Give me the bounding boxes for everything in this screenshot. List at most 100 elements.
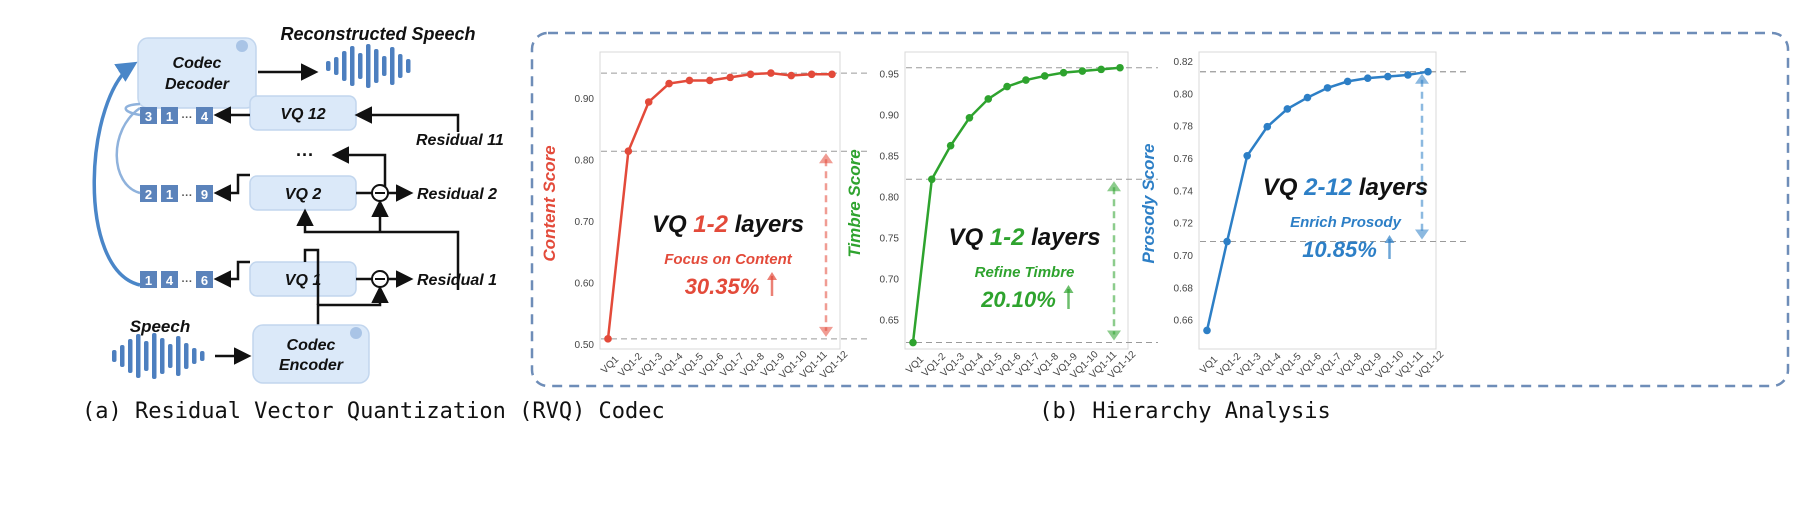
chart-0: 0.500.600.700.800.90VQ1VQ1-2VQ1-3VQ1-4VQ…	[540, 51, 870, 381]
data-point	[1424, 67, 1432, 76]
y-axis-label: Timbre Score	[845, 149, 864, 257]
waveform-bar	[192, 348, 197, 364]
plot-frame	[904, 51, 1129, 350]
token: 9	[201, 187, 208, 202]
waveform-bar	[374, 49, 379, 83]
token-flow-arrow	[92, 61, 141, 287]
annotation-note: Refine Timbre	[975, 264, 1075, 281]
snowflake-icon	[236, 40, 248, 52]
vq12-box: VQ 12	[249, 95, 357, 131]
y-axis-label: Prosody Score	[1139, 144, 1158, 264]
data-point	[1203, 326, 1211, 335]
y-tick-label: 0.90	[575, 94, 595, 105]
annotation-title: VQ 2-12 layers	[1263, 174, 1428, 201]
token-flow-arrow	[115, 106, 141, 195]
waveform-bar	[366, 44, 371, 88]
data-point	[665, 79, 673, 88]
y-axis-label: Content Score	[540, 145, 559, 261]
token: 1	[166, 187, 173, 202]
vq2-label: VQ 2	[285, 186, 322, 203]
vq1-label: VQ 1	[285, 272, 322, 289]
data-point	[1263, 122, 1272, 131]
y-tick-label: 0.76	[1174, 154, 1194, 165]
codec-decoder-label-1: Codec	[173, 55, 222, 72]
codec-encoder-label-1: Codec	[287, 337, 336, 354]
y-tick-label: 0.75	[880, 233, 900, 244]
svg-text:···: ···	[182, 276, 193, 288]
data-point	[1223, 237, 1231, 246]
y-tick-label: 0.60	[575, 278, 595, 289]
residual-2-label: Residual 2	[417, 186, 497, 203]
up-arrow-head	[1063, 285, 1074, 293]
token: 4	[166, 273, 174, 288]
reconstructed-waveform-icon	[326, 44, 411, 88]
y-tick-label: 0.70	[1174, 251, 1194, 262]
waveform-bar	[144, 341, 149, 371]
waveform-bar	[390, 47, 395, 85]
y-tick-label: 0.90	[880, 110, 900, 121]
y-tick-label: 0.78	[1174, 122, 1194, 133]
gain-arrow-head	[1107, 330, 1121, 341]
data-point	[767, 69, 775, 77]
ellipsis: ···	[296, 145, 314, 165]
annotation-percent: 10.85%	[1302, 237, 1377, 262]
speech-label: Speech	[130, 317, 190, 336]
waveform-bar	[160, 338, 165, 374]
y-tick-label: 0.70	[575, 217, 595, 228]
svg-text:···: ···	[182, 190, 193, 202]
data-point	[685, 76, 694, 85]
data-point	[787, 71, 796, 80]
data-point	[726, 73, 734, 82]
waveform-bar	[406, 59, 411, 73]
y-tick-label: 0.50	[575, 340, 595, 351]
hierarchy-charts: 0.500.600.700.800.90VQ1VQ1-2VQ1-3VQ1-4VQ…	[540, 51, 1466, 381]
data-point	[984, 95, 993, 103]
gain-arrow-head	[1107, 181, 1121, 192]
codec-encoder-box: Codec Encoder	[252, 324, 370, 384]
y-tick-label: 0.80	[575, 155, 595, 166]
data-point	[1116, 63, 1124, 72]
waveform-bar	[200, 351, 205, 361]
reconstructed-speech-label: Reconstructed Speech	[280, 24, 475, 44]
token-flow-arrow	[124, 102, 141, 117]
gain-arrow-head	[1415, 73, 1429, 84]
up-arrow-head	[767, 272, 777, 280]
y-tick-label: 0.80	[1174, 89, 1194, 100]
chart-1: 0.650.700.750.800.850.900.95VQ1VQ1-2VQ1-…	[845, 51, 1158, 381]
y-tick-label: 0.70	[880, 274, 900, 285]
data-point	[1078, 67, 1087, 75]
waveform-bar	[398, 54, 403, 78]
token: 2	[145, 187, 152, 202]
data-point	[1003, 82, 1011, 91]
y-tick-label: 0.66	[1174, 316, 1194, 327]
waveform-bar	[342, 51, 347, 81]
data-point	[909, 338, 917, 347]
codec-encoder-label-2: Encoder	[279, 357, 344, 374]
data-point	[1243, 151, 1251, 160]
waveform-bar	[128, 339, 133, 373]
residual-1-label: Residual 1	[417, 272, 497, 289]
gain-arrow-head	[819, 153, 833, 164]
token: 4	[201, 109, 209, 124]
vq12-label: VQ 12	[280, 106, 325, 123]
gain-arrow-head	[819, 326, 833, 337]
data-point	[928, 175, 936, 184]
y-tick-label: 0.95	[880, 69, 900, 80]
y-tick-label: 0.82	[1174, 57, 1194, 68]
token: 3	[145, 109, 152, 124]
annotation-title: VQ 1-2 layers	[948, 224, 1100, 251]
waveform-bar	[382, 56, 387, 76]
data-point	[706, 76, 714, 85]
y-tick-label: 0.72	[1174, 219, 1194, 230]
data-point	[1059, 68, 1068, 77]
vq1-box: VQ 1	[249, 261, 357, 297]
waveform-bar	[350, 46, 355, 86]
up-arrow-head	[1384, 235, 1395, 243]
chart-2: 0.660.680.700.720.740.760.780.800.82VQ1V…	[1139, 51, 1466, 381]
svg-text:···: ···	[182, 112, 193, 124]
data-point	[1343, 77, 1352, 86]
data-point	[1040, 72, 1049, 80]
token-row-vq12: 3 1 ··· 4	[140, 107, 213, 124]
caption-a: (a) Residual Vector Quantization (RVQ) C…	[82, 399, 665, 424]
